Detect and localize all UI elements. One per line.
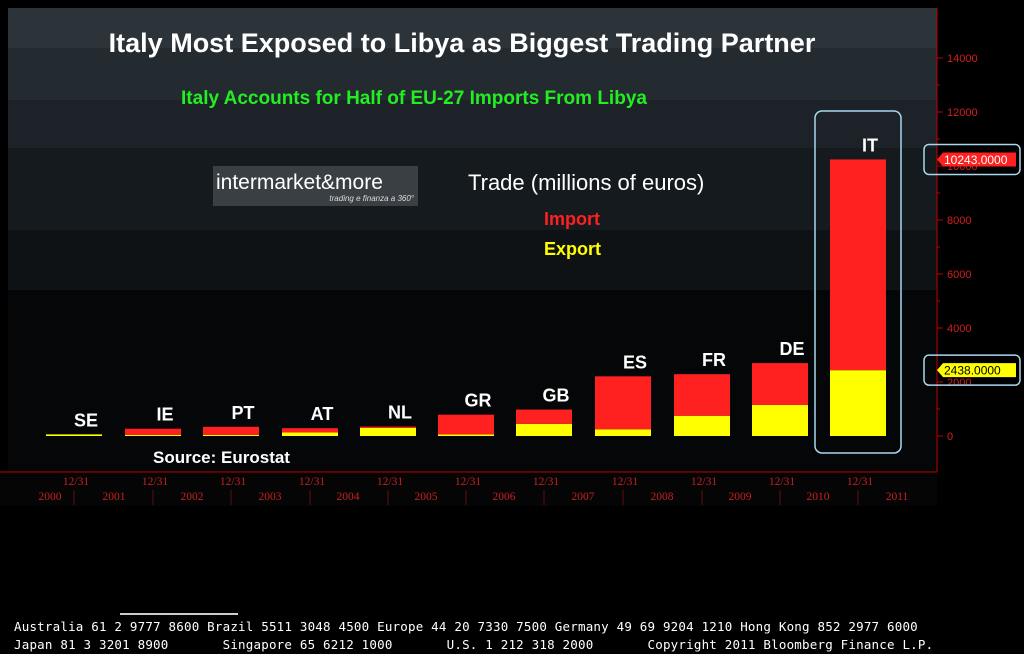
background-band — [8, 230, 937, 290]
x-date-label: 12/31 — [455, 476, 481, 488]
x-year-label: 2011 — [886, 491, 909, 503]
footer-contacts-line-2: Japan 81 3 3201 8900 Singapore 65 6212 1… — [14, 637, 934, 652]
bar-import-nl — [360, 426, 416, 428]
bar-label-nl: NL — [388, 403, 412, 423]
bar-import-ie — [125, 428, 181, 435]
bar-label-de: DE — [779, 339, 804, 359]
footer-divider — [120, 613, 238, 615]
y-tick-label: 12000 — [947, 107, 978, 119]
bar-export-es — [595, 429, 651, 436]
x-year-label: 2008 — [651, 491, 674, 503]
bar-export-gr — [438, 434, 494, 436]
legend-entry-export: Export — [544, 239, 601, 259]
x-year-label: 2007 — [572, 491, 595, 503]
bar-label-fr: FR — [702, 350, 726, 370]
bar-label-at: AT — [311, 404, 334, 424]
source-note: Source: Eurostat — [153, 448, 290, 467]
bar-label-ie: IE — [156, 405, 173, 425]
bar-export-fr — [674, 415, 730, 436]
x-year-label: 2003 — [259, 491, 282, 503]
x-year-label: 2006 — [493, 491, 516, 503]
logo-background — [213, 166, 418, 206]
callout-label: 10243.0000 — [944, 153, 1008, 167]
bar-import-pt — [203, 426, 259, 435]
x-date-label: 12/31 — [847, 476, 873, 488]
x-year-label: 2004 — [337, 491, 360, 503]
bar-import-gb — [516, 409, 572, 424]
bar-export-it — [830, 370, 886, 436]
x-year-label: 2002 — [181, 491, 204, 503]
bar-import-it — [830, 159, 886, 371]
y-tick-label: 4000 — [947, 323, 971, 335]
highlight-box — [814, 110, 902, 454]
bar-export-se — [46, 434, 102, 436]
footer-contacts-line-1: Australia 61 2 9777 8600 Brazil 5511 304… — [14, 619, 918, 634]
x-date-label: 12/31 — [142, 476, 168, 488]
x-date-label: 12/31 — [691, 476, 717, 488]
legend-entry-import: Import — [544, 209, 600, 229]
y-tick-label: 2000 — [947, 377, 971, 389]
y-tick-label: 8000 — [947, 215, 971, 227]
bar-export-at — [282, 432, 338, 436]
background-band — [8, 100, 937, 148]
bar-export-pt — [203, 434, 259, 436]
chart-area: 0 2000 4000 6000 8000 10000 12000 14000 SE IE PT AT… — [0, 8, 1021, 506]
bar-label-es: ES — [623, 352, 647, 372]
y-tick-label: 0 — [947, 431, 953, 443]
x-date-label: 12/31 — [533, 476, 559, 488]
background-band — [8, 8, 937, 48]
x-year-label: 2009 — [729, 491, 752, 503]
bar-export-nl — [360, 427, 416, 436]
bar-import-at — [282, 428, 338, 433]
bar-import-gr — [438, 414, 494, 435]
bar-import-de — [752, 363, 808, 405]
background-band — [8, 48, 937, 100]
callout-marker — [937, 363, 1016, 378]
logo-tagline: trading e finanza a 360° — [329, 194, 414, 203]
x-date-label: 12/31 — [769, 476, 795, 488]
x-axis-band — [0, 473, 937, 506]
chart-subtitle: Italy Accounts for Half of EU-27 Imports… — [181, 88, 647, 109]
x-date-label: 12/31 — [299, 476, 325, 488]
y-tick-label: 6000 — [947, 269, 971, 281]
bar-import-fr — [674, 374, 730, 416]
chart-title: Italy Most Exposed to Libya as Biggest T… — [109, 28, 816, 58]
bar-label-gb: GB — [543, 386, 570, 406]
bar-label-it: IT — [862, 135, 878, 155]
callout-box — [923, 354, 1021, 386]
bar-export-ie — [125, 434, 181, 436]
x-year-label: 2001 — [103, 491, 126, 503]
bar-label-gr: GR — [465, 391, 492, 411]
bar-label-pt: PT — [231, 403, 254, 423]
x-year-label: 2000 — [39, 491, 62, 503]
bar-export-de — [752, 404, 808, 436]
legend-title: Trade (millions of euros) — [468, 170, 704, 195]
x-year-label: 2005 — [415, 491, 438, 503]
bar-export-gb — [516, 423, 572, 436]
bar-label-se: SE — [74, 410, 98, 430]
x-date-label: 12/31 — [63, 476, 89, 488]
callout-label: 2438.0000 — [944, 364, 1001, 378]
background-band — [8, 148, 937, 230]
x-year-label: 2010 — [807, 491, 830, 503]
callout-marker — [937, 152, 1016, 167]
x-date-label: 12/31 — [220, 476, 246, 488]
y-tick-label: 14000 — [947, 53, 978, 65]
x-date-label: 12/31 — [377, 476, 403, 488]
logo-wordmark: intermarket&more — [216, 171, 383, 194]
x-date-label: 12/31 — [612, 476, 638, 488]
callout-box — [923, 143, 1021, 176]
bar-import-es — [595, 376, 651, 430]
